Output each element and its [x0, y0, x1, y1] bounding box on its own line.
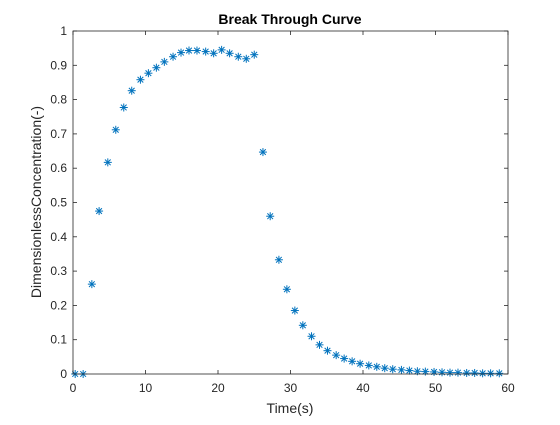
y-tick-label: 0.6 [50, 161, 67, 175]
data-point-marker [446, 368, 454, 377]
data-point-marker [258, 148, 267, 157]
y-tick-label: 0.7 [50, 127, 67, 141]
y-tick-label: 0.2 [50, 298, 67, 312]
data-point-marker [332, 351, 341, 360]
data-point-marker [372, 362, 381, 371]
x-tick-label: 10 [139, 381, 153, 395]
data-point-marker [388, 365, 397, 374]
data-point-marker [185, 46, 193, 55]
data-point-marker [315, 340, 324, 349]
data-point-marker [307, 332, 316, 341]
data-point-marker [397, 365, 406, 374]
x-tick-label: 30 [284, 381, 298, 395]
y-tick-label: 0 [60, 367, 67, 381]
data-point-marker [470, 368, 479, 377]
data-point-marker [282, 285, 291, 294]
y-tick-label: 0.1 [50, 333, 67, 347]
data-point-marker [290, 306, 299, 315]
data-point-marker [274, 255, 283, 264]
axes-box [72, 30, 509, 375]
ticks-layer: 0 10 20 30 40 50 60 0 0.1 0.2 0.3 0.4 0.5 0.6 0.7 0.8 0.… [50, 24, 515, 395]
x-axis-label: Time(s) [267, 400, 314, 416]
data-point-marker [234, 52, 243, 61]
data-point-marker [201, 47, 210, 56]
y-tick-label: 0.4 [50, 230, 67, 244]
data-point-marker [478, 369, 487, 378]
chart-title: Break Through Curve [218, 11, 361, 27]
data-point-marker [495, 369, 504, 378]
data-point-marker [356, 359, 365, 368]
data-point-marker [250, 50, 259, 59]
y-tick-label: 0.5 [50, 196, 67, 210]
data-point-marker [438, 368, 447, 377]
data-point-marker [405, 366, 414, 375]
y-axis-label: DimensionlessConcentration(-) [28, 106, 44, 298]
data-point-marker [95, 207, 104, 216]
data-point-marker [430, 367, 439, 376]
data-point-marker [298, 321, 307, 330]
data-point-marker [177, 48, 186, 57]
data-point-marker [413, 367, 422, 376]
data-point-marker [192, 46, 201, 55]
data-point-marker [127, 86, 136, 95]
data-point-marker [152, 63, 161, 72]
data-point-marker [340, 354, 349, 363]
data-point-marker [348, 357, 357, 366]
x-tick-label: 0 [70, 381, 77, 395]
data-point-marker [486, 369, 495, 378]
data-point-marker [380, 364, 389, 373]
data-point-marker [111, 125, 120, 134]
data-point-marker [144, 69, 153, 78]
data-point-marker [225, 49, 234, 58]
data-point-marker [217, 45, 226, 54]
data-point-marker [453, 368, 462, 377]
data-point-marker [209, 49, 218, 58]
plot-background [73, 31, 508, 374]
data-point-marker [103, 158, 112, 167]
data-point-marker [169, 52, 178, 61]
data-point-marker [242, 54, 251, 63]
x-tick-label: 20 [211, 381, 225, 395]
x-tick-label: 60 [501, 381, 515, 395]
x-tick-label: 40 [356, 381, 370, 395]
data-point-marker [119, 103, 128, 112]
data-point-marker [323, 346, 332, 355]
data-point-marker [266, 212, 275, 221]
data-point-marker [421, 367, 430, 376]
y-tick-label: 0.9 [50, 58, 67, 72]
data-point-marker [364, 361, 373, 370]
data-point-marker [160, 57, 169, 66]
y-tick-label: 1 [60, 24, 67, 38]
y-tick-label: 0.8 [50, 93, 67, 107]
y-tick-label: 0.3 [50, 264, 67, 278]
data-point-marker [462, 368, 471, 377]
x-tick-label: 50 [429, 381, 443, 395]
data-point-marker [87, 280, 96, 289]
data-point-marker [136, 75, 145, 84]
